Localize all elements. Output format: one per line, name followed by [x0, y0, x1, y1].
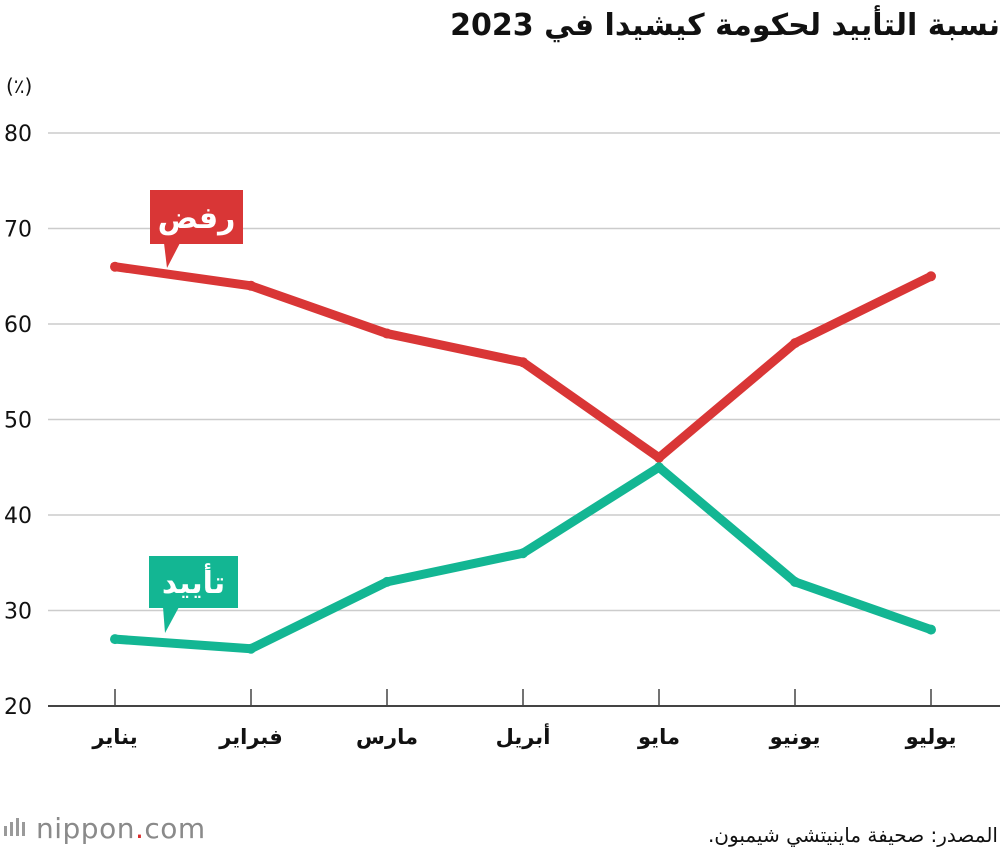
- logo-domain: com: [144, 812, 206, 845]
- source-note: المصدر: صحيفة ماينيتشي شيمبون.: [707, 823, 998, 847]
- data-point: [926, 271, 936, 282]
- x-tick-label: مايو: [637, 725, 680, 749]
- legend-callout-box: [149, 556, 238, 608]
- data-point: [110, 634, 120, 645]
- data-point: [246, 643, 256, 654]
- legend-callout-pointer: [163, 607, 179, 633]
- logo-name: nippon: [36, 812, 135, 845]
- y-unit-label: (٪): [6, 74, 33, 98]
- y-tick-label: 70: [4, 218, 32, 243]
- data-point: [790, 338, 800, 349]
- y-tick-label: 80: [4, 122, 32, 147]
- data-point: [382, 328, 392, 339]
- data-point: [518, 548, 528, 559]
- x-tick-label: فبراير: [218, 725, 283, 749]
- data-point: [246, 280, 256, 291]
- legend-label: تأييد: [162, 563, 225, 601]
- data-point: [518, 357, 528, 368]
- y-tick-label: 50: [4, 409, 32, 434]
- data-point: [790, 576, 800, 587]
- x-tick-label: يوليو: [905, 725, 957, 749]
- y-tick-label: 40: [4, 504, 32, 529]
- line-chart: 20 30 40 50 60 70 80 يناير فبراير مارس أبريل مايو يو…: [4, 122, 1000, 749]
- logo-bars-icon: [4, 817, 25, 836]
- legend-label: رفض: [158, 201, 236, 236]
- x-tick-label: أبريل: [496, 722, 551, 749]
- nippon-logo: nippon.com: [4, 812, 206, 845]
- logo-dot: .: [134, 812, 145, 845]
- chart-title: نسبة التأييد لحكومة كيشيدا في 2023: [450, 8, 1000, 43]
- y-tick-label: 60: [4, 313, 32, 338]
- data-point: [382, 576, 392, 587]
- data-point: [654, 462, 664, 473]
- legend-callout-pointer: [164, 243, 180, 268]
- x-tick-label: يونيو: [769, 725, 821, 749]
- data-point: [654, 452, 664, 463]
- y-tick-label: 20: [4, 695, 32, 720]
- x-tick-label: يناير: [91, 725, 137, 749]
- x-tick-label: مارس: [356, 725, 418, 749]
- legend-callout-box: [150, 190, 243, 244]
- data-point: [926, 624, 936, 635]
- data-point: [110, 261, 120, 272]
- y-tick-label: 30: [4, 600, 32, 625]
